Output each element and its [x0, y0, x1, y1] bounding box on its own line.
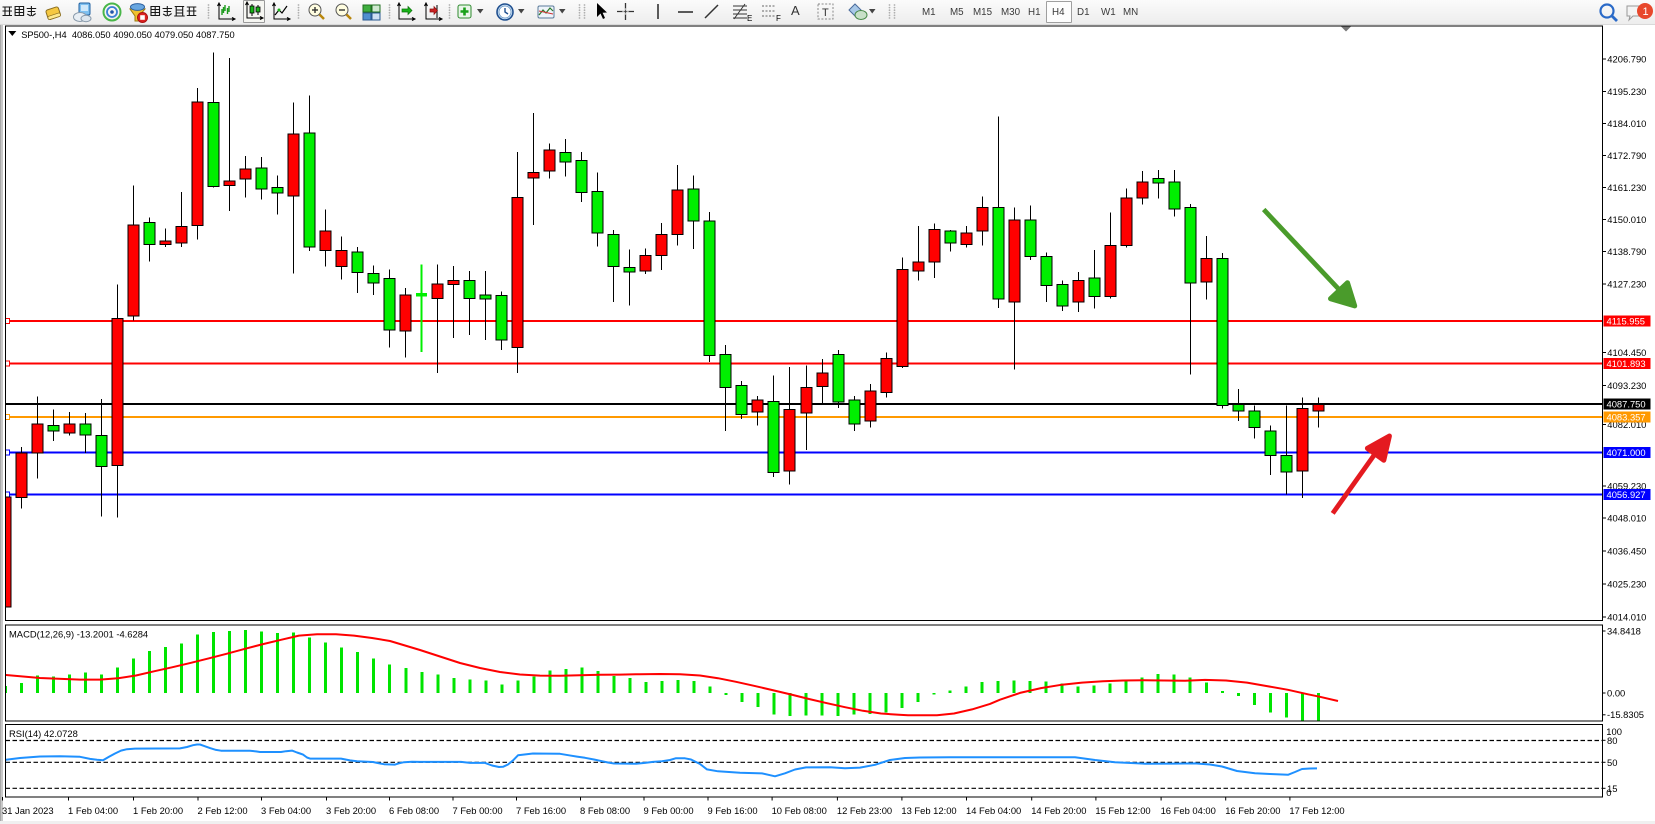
svg-text:4056.927: 4056.927 — [1607, 489, 1646, 500]
svg-text:4172.790: 4172.790 — [1607, 150, 1646, 161]
svg-text:31 Jan 2023: 31 Jan 2023 — [2, 805, 54, 816]
svg-text:2 Feb 12:00: 2 Feb 12:00 — [198, 805, 248, 816]
svg-text:7 Feb 00:00: 7 Feb 00:00 — [453, 805, 503, 816]
svg-text:4115.955: 4115.955 — [1607, 316, 1645, 327]
svg-text:SP500-,H4 4086.050 4090.050 4: SP500-,H4 4086.050 4090.050 4079.050 408… — [21, 30, 235, 40]
svg-text:13 Feb 12:00: 13 Feb 12:00 — [901, 805, 956, 816]
svg-text:RSI(14) 42.0728: RSI(14) 42.0728 — [9, 728, 78, 739]
svg-text:4014.010: 4014.010 — [1607, 611, 1646, 622]
svg-text:4184.010: 4184.010 — [1607, 118, 1646, 129]
svg-text:9 Feb 00:00: 9 Feb 00:00 — [644, 805, 694, 816]
svg-text:T: T — [822, 7, 829, 19]
svg-text:0.00: 0.00 — [1607, 687, 1625, 698]
svg-text:3 Feb 04:00: 3 Feb 04:00 — [261, 805, 311, 816]
svg-text:4161.230: 4161.230 — [1607, 182, 1646, 193]
svg-text:8 Feb 08:00: 8 Feb 08:00 — [580, 805, 630, 816]
svg-text:17 Feb 12:00: 17 Feb 12:00 — [1289, 805, 1344, 816]
svg-text:14 Feb 20:00: 14 Feb 20:00 — [1031, 805, 1086, 816]
svg-text:1 Feb 04:00: 1 Feb 04:00 — [68, 805, 118, 816]
svg-text:4206.790: 4206.790 — [1607, 53, 1646, 64]
svg-text:-15.8305: -15.8305 — [1607, 709, 1644, 720]
svg-text:1 Feb 20:00: 1 Feb 20:00 — [133, 805, 183, 816]
svg-text:4195.230: 4195.230 — [1607, 86, 1646, 97]
svg-text:4036.450: 4036.450 — [1607, 545, 1646, 556]
svg-text:7 Feb 16:00: 7 Feb 16:00 — [516, 805, 566, 816]
svg-text:14 Feb 04:00: 14 Feb 04:00 — [966, 805, 1021, 816]
svg-text:16 Feb 04:00: 16 Feb 04:00 — [1161, 805, 1216, 816]
svg-text:12 Feb 23:00: 12 Feb 23:00 — [837, 805, 892, 816]
svg-text:10 Feb 08:00: 10 Feb 08:00 — [772, 805, 827, 816]
svg-text:4087.750: 4087.750 — [1607, 399, 1646, 410]
svg-text:4101.893: 4101.893 — [1607, 358, 1646, 369]
svg-text:15 Feb 12:00: 15 Feb 12:00 — [1095, 805, 1150, 816]
svg-text:MACD(12,26,9) -13.2001 -4.6284: MACD(12,26,9) -13.2001 -4.6284 — [9, 629, 148, 640]
svg-text:16 Feb 20:00: 16 Feb 20:00 — [1225, 805, 1280, 816]
svg-text:4071.000: 4071.000 — [1607, 447, 1646, 458]
svg-text:50: 50 — [1607, 757, 1617, 768]
svg-text:4048.010: 4048.010 — [1607, 512, 1646, 523]
svg-text:4104.450: 4104.450 — [1607, 347, 1646, 358]
svg-text:4127.230: 4127.230 — [1607, 278, 1646, 289]
svg-text:4083.357: 4083.357 — [1607, 412, 1646, 423]
svg-text:4059.230: 4059.230 — [1607, 480, 1646, 491]
svg-text:1: 1 — [1643, 6, 1649, 18]
svg-text:80: 80 — [1607, 735, 1617, 746]
svg-text:F: F — [776, 14, 781, 23]
svg-text:9 Feb 16:00: 9 Feb 16:00 — [708, 805, 758, 816]
svg-text:100: 100 — [1606, 726, 1622, 737]
svg-text:4093.230: 4093.230 — [1607, 380, 1646, 391]
svg-text:4150.010: 4150.010 — [1607, 214, 1646, 225]
svg-text:4025.230: 4025.230 — [1607, 578, 1646, 589]
svg-text:E: E — [747, 14, 752, 23]
svg-text:4138.790: 4138.790 — [1607, 246, 1646, 257]
svg-text:3 Feb 20:00: 3 Feb 20:00 — [326, 805, 376, 816]
svg-text:34.8418: 34.8418 — [1607, 625, 1641, 636]
svg-text:0: 0 — [1606, 787, 1611, 798]
svg-text:15: 15 — [1607, 783, 1617, 794]
svg-text:4082.010: 4082.010 — [1607, 419, 1646, 430]
svg-text:6 Feb 08:00: 6 Feb 08:00 — [389, 805, 439, 816]
